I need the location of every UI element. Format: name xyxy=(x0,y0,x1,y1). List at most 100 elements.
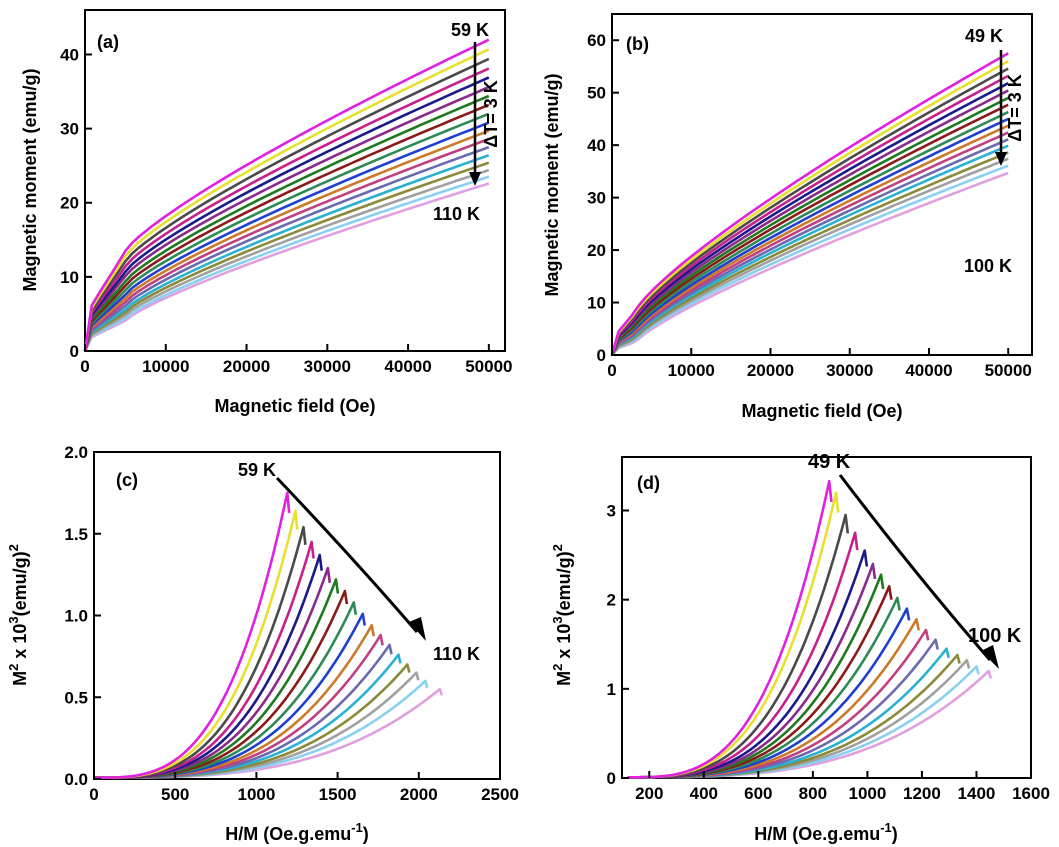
panel-c: 0 500 1000 1500 2000 2500 0.0 0.5 1.0 1.5 2.0 (c)… xyxy=(6,443,519,844)
series-curve-a-3 xyxy=(83,57,490,352)
plot-frame-a xyxy=(84,9,506,352)
y-tick-label: 30 xyxy=(587,189,606,208)
x-tick-label: 1200 xyxy=(903,784,941,803)
temp-arrow-d xyxy=(838,474,992,661)
temp-arrow-head-c xyxy=(409,617,426,641)
panel-a: 0 10000 20000 30000 40000 50000 0 10 20 30 40 (a)… xyxy=(20,9,512,416)
delta-t-label-b: ΔT= 3 K xyxy=(1005,74,1025,141)
x-tick-label: 2500 xyxy=(481,785,519,804)
bottom-temp-label-b: 100 K xyxy=(964,256,1012,276)
bottom-temp-label-a: 110 K xyxy=(433,204,480,224)
series-curve-b-17 xyxy=(611,164,1009,356)
y-tick-label: 40 xyxy=(587,136,606,155)
x-tick-label: 50000 xyxy=(985,361,1032,380)
y-tick-label: 0.5 xyxy=(64,688,88,707)
series-curve-b-8 xyxy=(610,103,1009,356)
x-tick-label: 0 xyxy=(607,361,616,380)
x-tick-label: 10000 xyxy=(142,357,189,376)
y-axis-label-b: Magnetic moment (emu/g) xyxy=(542,73,562,296)
x-ticks-c: 0 500 1000 1500 2000 2500 xyxy=(89,772,519,804)
x-ticks-a: 0 10000 20000 30000 40000 50000 xyxy=(80,344,512,376)
series-curve-a-18 xyxy=(83,182,490,352)
x-tick-label: 0 xyxy=(80,357,89,376)
y-tick-label: 2 xyxy=(607,591,616,610)
y-axis-label-a: Magnetic moment (emu/g) xyxy=(20,68,40,291)
series-curve-b-12 xyxy=(610,131,1009,356)
series-curve-a-12 xyxy=(83,137,490,352)
y-ticks-b: 0 10 20 30 40 50 60 xyxy=(587,31,619,365)
x-tick-label: 0 xyxy=(89,785,98,804)
x-tick-label: 1400 xyxy=(958,784,996,803)
y-ticks-a: 0 10 20 30 40 xyxy=(60,45,92,361)
temp-arrow-head-a xyxy=(469,172,481,186)
series-curve-b-15 xyxy=(610,151,1009,356)
panel-b: 0 10000 20000 30000 40000 50000 0 10 20 30 40 50 60… xyxy=(542,13,1033,421)
y-axis-label-d: M2 x 103(emu/g)2 xyxy=(550,544,574,686)
series-curve-b-6 xyxy=(610,89,1009,356)
x-tick-label: 20000 xyxy=(223,357,270,376)
x-tick-label: 30000 xyxy=(304,357,351,376)
series-curve-a-7 xyxy=(83,94,490,352)
series-curve-d-5 xyxy=(627,549,869,779)
x-ticks-b: 0 10000 20000 30000 40000 50000 xyxy=(607,348,1032,380)
x-ticks-d: 200 400 600 800 1000 1200 1400 1600 xyxy=(635,771,1050,803)
panel-label-c: (c) xyxy=(116,470,138,490)
curves-b xyxy=(610,52,1009,356)
top-temp-label-a: 59 K xyxy=(451,20,489,40)
series-curve-a-16 xyxy=(83,168,490,352)
y-ticks-c: 0.0 0.5 1.0 1.5 2.0 xyxy=(64,443,101,789)
series-curve-b-2 xyxy=(610,60,1009,356)
x-axis-label-b: Magnetic field (Oe) xyxy=(741,401,902,421)
x-tick-label: 10000 xyxy=(668,361,715,380)
series-curve-a-1 xyxy=(83,38,490,352)
top-temp-label-d: 49 K xyxy=(808,451,851,473)
x-tick-label: 30000 xyxy=(826,361,873,380)
y-tick-label: 0.0 xyxy=(64,770,88,789)
series-curve-b-7 xyxy=(610,96,1009,356)
y-tick-label: 50 xyxy=(587,84,606,103)
x-axis-label-c: H/M (Oe.g.emu-1) xyxy=(225,820,369,844)
series-curve-b-9 xyxy=(610,110,1009,356)
x-axis-label-a: Magnetic field (Oe) xyxy=(214,396,375,416)
temp-arrow-head-b xyxy=(995,152,1007,166)
y-tick-label: 0 xyxy=(607,769,616,788)
x-tick-label: 1500 xyxy=(319,785,357,804)
panel-label-a: (a) xyxy=(97,32,119,52)
y-tick-label: 10 xyxy=(587,294,606,313)
series-curve-d-6 xyxy=(627,562,877,779)
series-curve-c-1 xyxy=(94,491,291,779)
series-curve-a-9 xyxy=(83,112,490,352)
panel-label-d: (d) xyxy=(637,473,660,493)
delta-t-label-a: ΔT= 3 K xyxy=(481,80,501,147)
top-temp-label-c: 59 K xyxy=(238,460,276,480)
x-tick-label: 400 xyxy=(690,784,718,803)
x-tick-label: 200 xyxy=(635,784,663,803)
series-curve-b-10 xyxy=(610,117,1009,356)
bottom-temp-label-c: 110 K xyxy=(433,644,480,664)
y-tick-label: 3 xyxy=(607,502,616,521)
y-tick-label: 1.0 xyxy=(64,607,88,626)
x-tick-label: 40000 xyxy=(384,357,431,376)
y-tick-label: 40 xyxy=(60,45,79,64)
series-curve-a-15 xyxy=(83,161,490,352)
series-curve-a-2 xyxy=(83,48,490,352)
series-curve-a-17 xyxy=(83,175,490,352)
x-tick-label: 2000 xyxy=(400,785,438,804)
y-tick-label: 0 xyxy=(597,346,606,365)
series-curve-b-4 xyxy=(610,74,1009,356)
panel-label-b: (b) xyxy=(626,34,649,54)
x-tick-label: 600 xyxy=(744,784,772,803)
series-curve-b-16 xyxy=(610,157,1009,356)
x-tick-label: 40000 xyxy=(905,361,952,380)
series-curve-a-10 xyxy=(83,121,490,352)
bottom-temp-label-d: 100 K xyxy=(968,625,1022,647)
x-tick-label: 800 xyxy=(799,784,827,803)
y-tick-label: 10 xyxy=(60,268,79,287)
y-tick-label: 20 xyxy=(587,241,606,260)
series-curve-b-1 xyxy=(610,52,1009,356)
series-curve-a-6 xyxy=(83,85,490,352)
series-curve-a-14 xyxy=(83,154,490,352)
curves-d xyxy=(627,479,993,779)
plot-frame-d xyxy=(621,456,1032,779)
